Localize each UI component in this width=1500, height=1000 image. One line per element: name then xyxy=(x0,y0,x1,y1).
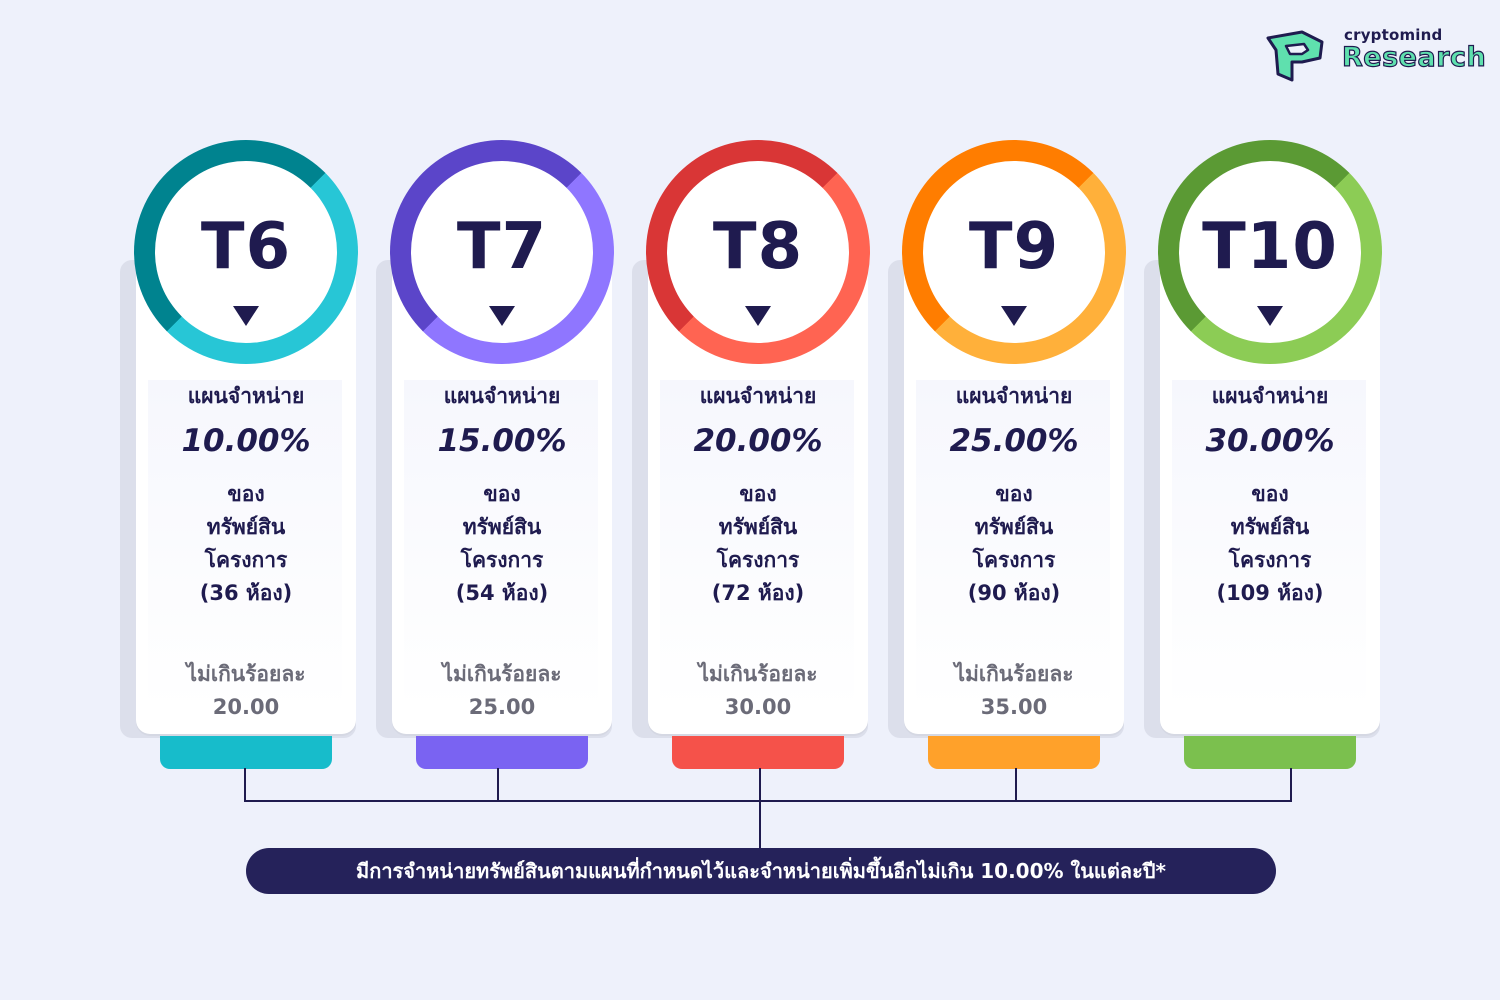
tier-card-t7: T7 แผนจำหน่าย 15.00% ของ ทรัพย์สิน โครงก… xyxy=(376,140,640,780)
limit-block: ไม่เกินร้อยละ 20.00 xyxy=(134,658,358,724)
desc-line-1: ของ xyxy=(1251,482,1289,506)
limit-label: ไม่เกินร้อยละ xyxy=(186,662,306,686)
tier-ring: T9 xyxy=(902,140,1126,364)
plan-percent: 20.00% xyxy=(693,423,823,459)
plan-percent: 15.00% xyxy=(437,423,567,459)
desc-line-1: ของ xyxy=(995,482,1033,506)
card-bottom-tab xyxy=(928,736,1100,769)
desc-line-1: ของ xyxy=(227,482,265,506)
card-bottom-tab xyxy=(1184,736,1356,769)
desc-line-3: โครงการ xyxy=(716,548,800,572)
tier-label: T6 xyxy=(200,210,292,284)
tier-card-t10: T10 แผนจำหน่าย 30.00% ของ ทรัพย์สิน โครง… xyxy=(1144,140,1408,780)
tier-label: T7 xyxy=(456,210,548,284)
down-arrow-icon xyxy=(745,306,771,326)
card-strip xyxy=(148,380,342,710)
plan-label: แผนจำหน่าย xyxy=(699,384,817,408)
limit-label: ไม่เกินร้อยละ xyxy=(954,662,1074,686)
desc-line-3: โครงการ xyxy=(1228,548,1312,572)
down-arrow-icon xyxy=(1001,306,1027,326)
tier-ring: T10 xyxy=(1158,140,1382,364)
card-strip xyxy=(916,380,1110,710)
limit-label: ไม่เกินร้อยละ xyxy=(698,662,818,686)
cryptomind-logo-icon xyxy=(1266,30,1324,82)
footer-note: มีการจำหน่ายทรัพย์สินตามแผนที่กำหนดไว้แล… xyxy=(246,848,1276,894)
plan-label: แผนจำหน่าย xyxy=(443,384,561,408)
rooms-count: (109 ห้อง) xyxy=(1216,581,1324,605)
plan-description: ของ ทรัพย์สิน โครงการ (54 ห้อง) xyxy=(390,478,614,610)
limit-block: ไม่เกินร้อยละ 30.00 xyxy=(646,658,870,724)
desc-line-3: โครงการ xyxy=(204,548,288,572)
desc-line-3: โครงการ xyxy=(460,548,544,572)
limit-value: 25.00 xyxy=(468,695,536,719)
brand-logo: cryptomind Research xyxy=(1262,22,1486,88)
plan-label: แผนจำหน่าย xyxy=(187,384,305,408)
plan-description: ของ ทรัพย์สิน โครงการ (109 ห้อง) xyxy=(1158,478,1382,610)
plan-percent: 10.00% xyxy=(181,423,311,459)
tier-label: T9 xyxy=(968,210,1060,284)
plan-percent: 30.00% xyxy=(1205,423,1335,459)
tier-label: T8 xyxy=(712,210,804,284)
tier-card-t6: T6 แผนจำหน่าย 10.00% ของ ทรัพย์สิน โครงก… xyxy=(120,140,384,780)
card-strip xyxy=(660,380,854,710)
rooms-count: (54 ห้อง) xyxy=(455,581,549,605)
card-bottom-tab xyxy=(672,736,844,769)
desc-line-2: ทรัพย์สิน xyxy=(718,515,798,539)
card-strip xyxy=(404,380,598,710)
limit-label: ไม่เกินร้อยละ xyxy=(442,662,562,686)
desc-line-2: ทรัพย์สิน xyxy=(462,515,542,539)
desc-line-1: ของ xyxy=(483,482,521,506)
desc-line-2: ทรัพย์สิน xyxy=(1230,515,1310,539)
desc-line-2: ทรัพย์สิน xyxy=(206,515,286,539)
limit-value: 35.00 xyxy=(980,695,1048,719)
card-bottom-tab xyxy=(160,736,332,769)
plan-description: ของ ทรัพย์สิน โครงการ (36 ห้อง) xyxy=(134,478,358,610)
tier-label: T10 xyxy=(1202,210,1338,284)
tier-card-t9: T9 แผนจำหน่าย 25.00% ของ ทรัพย์สิน โครงก… xyxy=(888,140,1152,780)
rooms-count: (72 ห้อง) xyxy=(711,581,805,605)
plan-label: แผนจำหน่าย xyxy=(1211,384,1329,408)
brand-small-text: cryptomind xyxy=(1344,26,1443,44)
down-arrow-icon xyxy=(233,306,259,326)
card-bottom-tab xyxy=(416,736,588,769)
brand-big-text: Research xyxy=(1341,41,1487,73)
plan-label: แผนจำหน่าย xyxy=(955,384,1073,408)
tier-card-t8: T8 แผนจำหน่าย 20.00% ของ ทรัพย์สิน โครงก… xyxy=(632,140,896,780)
plan-description: ของ ทรัพย์สิน โครงการ (90 ห้อง) xyxy=(902,478,1126,610)
rooms-count: (36 ห้อง) xyxy=(199,581,293,605)
limit-block: ไม่เกินร้อยละ 25.00 xyxy=(390,658,614,724)
limit-value: 20.00 xyxy=(212,695,280,719)
tier-ring: T6 xyxy=(134,140,358,364)
tier-ring: T7 xyxy=(390,140,614,364)
desc-line-1: ของ xyxy=(739,482,777,506)
down-arrow-icon xyxy=(489,306,515,326)
plan-description: ของ ทรัพย์สิน โครงการ (72 ห้อง) xyxy=(646,478,870,610)
card-strip xyxy=(1172,380,1366,710)
limit-block: ไม่เกินร้อยละ 35.00 xyxy=(902,658,1126,724)
down-arrow-icon xyxy=(1257,306,1283,326)
plan-percent: 25.00% xyxy=(949,423,1079,459)
tier-ring: T8 xyxy=(646,140,870,364)
rooms-count: (90 ห้อง) xyxy=(967,581,1061,605)
limit-value: 30.00 xyxy=(724,695,792,719)
desc-line-2: ทรัพย์สิน xyxy=(974,515,1054,539)
desc-line-3: โครงการ xyxy=(972,548,1056,572)
